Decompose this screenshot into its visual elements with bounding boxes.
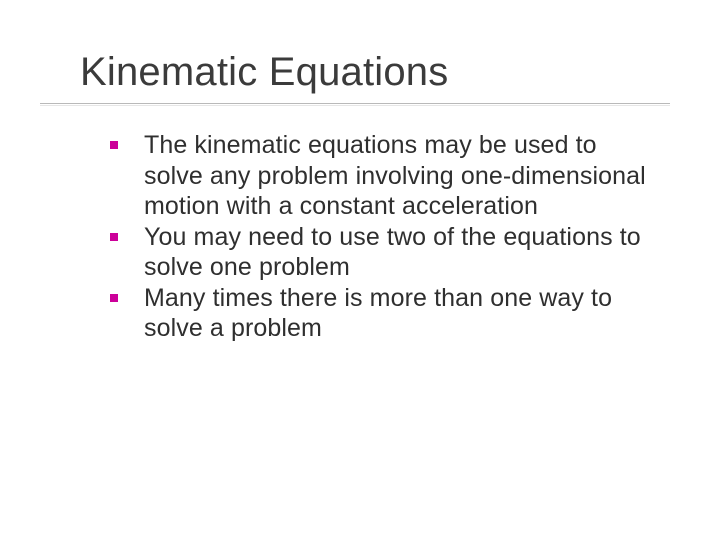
slide-title: Kinematic Equations — [80, 50, 670, 94]
title-rule — [40, 103, 670, 104]
list-item: The kinematic equations may be used to s… — [108, 130, 662, 222]
slide: Kinematic Equations The kinematic equati… — [0, 0, 720, 540]
bullet-text: The kinematic equations may be used to s… — [144, 131, 646, 220]
slide-body: The kinematic equations may be used to s… — [80, 130, 670, 344]
title-rule-shadow — [40, 105, 670, 106]
bullet-text: Many times there is more than one way to… — [144, 284, 612, 343]
title-block: Kinematic Equations — [80, 50, 670, 94]
list-item: Many times there is more than one way to… — [108, 283, 662, 344]
list-item: You may need to use two of the equations… — [108, 222, 662, 283]
bullet-list: The kinematic equations may be used to s… — [108, 130, 670, 344]
bullet-text: You may need to use two of the equations… — [144, 223, 641, 282]
